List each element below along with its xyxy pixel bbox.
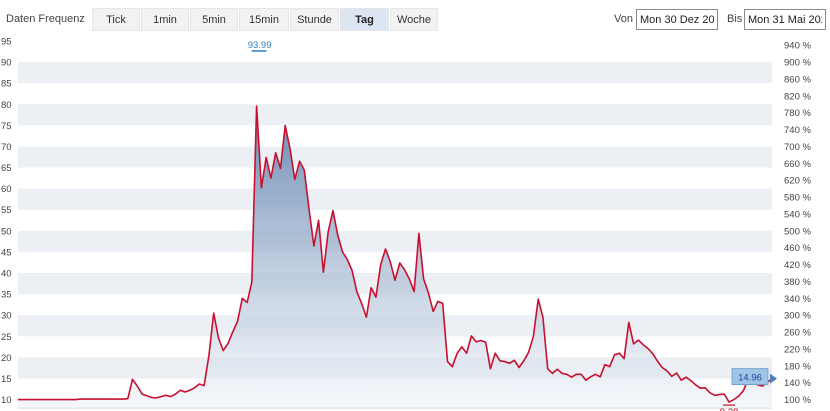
y2-tick-label: 140 %	[784, 378, 811, 389]
freq-button-stunde[interactable]: Stunde	[290, 8, 339, 31]
y2-tick-label: 580 %	[784, 193, 811, 204]
price-area	[18, 106, 772, 408]
grid-band	[18, 188, 772, 210]
y2-tick-label: 180 %	[784, 361, 811, 372]
last-value-label: 14.96	[738, 373, 762, 384]
freq-button-1min[interactable]: 1min	[141, 8, 189, 31]
freq-button-15min[interactable]: 15min	[239, 8, 289, 31]
y-tick-label: 55	[1, 205, 12, 216]
y-tick-label: 45	[1, 247, 12, 258]
toolbar: Daten Frequenz Tick 1min 5min 15min Stun…	[0, 0, 830, 38]
y2-tick-label: 860 %	[784, 74, 811, 85]
freq-button-woche[interactable]: Woche	[390, 8, 438, 31]
grid-band	[18, 146, 772, 168]
freq-button-tag[interactable]: Tag	[340, 8, 389, 31]
grid-band	[18, 230, 772, 252]
y-tick-label: 50	[1, 226, 12, 237]
last-value-pointer	[770, 373, 777, 384]
y-axis-left: 10 15 20 25 30 35 40 45 50 55 60 65 70 75 80 85 90 95	[1, 37, 12, 407]
y2-tick-label: 380 %	[784, 277, 811, 288]
y2-tick-label: 940 %	[784, 41, 811, 52]
y-tick-label: 10	[1, 395, 12, 406]
y-tick-label: 25	[1, 332, 12, 343]
freq-button-5min[interactable]: 5min	[190, 8, 238, 31]
y2-tick-label: 420 %	[784, 260, 811, 271]
grid-band	[18, 62, 772, 84]
grid-band	[18, 104, 772, 126]
y-tick-label: 60	[1, 184, 12, 195]
from-label: Von	[614, 13, 633, 25]
y-tick-label: 90	[1, 58, 12, 69]
y2-tick-label: 460 %	[784, 243, 811, 254]
y2-tick-label: 260 %	[784, 328, 811, 339]
y2-tick-label: 700 %	[784, 142, 811, 153]
to-date-input[interactable]	[744, 9, 826, 30]
y-tick-label: 85	[1, 79, 12, 90]
y-tick-label: 95	[1, 37, 12, 48]
max-value-label: 93.99	[248, 40, 272, 51]
y-tick-label: 80	[1, 100, 12, 111]
y2-tick-label: 740 %	[784, 125, 811, 136]
y-tick-label: 40	[1, 269, 12, 280]
y-tick-label: 65	[1, 163, 12, 174]
frequency-label: Daten Frequenz	[6, 13, 85, 25]
last-value-box	[731, 368, 769, 386]
y2-tick-label: 220 %	[784, 344, 811, 355]
y-tick-label: 70	[1, 142, 12, 153]
y2-tick-label: 540 %	[784, 209, 811, 220]
y2-tick-label: 500 %	[784, 226, 811, 237]
y2-tick-label: 900 %	[784, 58, 811, 69]
price-line	[18, 105, 773, 403]
y-tick-label: 20	[1, 353, 12, 364]
y-tick-label: 35	[1, 290, 12, 301]
from-date-input[interactable]	[636, 9, 718, 30]
y2-tick-label: 340 %	[784, 294, 811, 305]
y-tick-label: 30	[1, 311, 12, 322]
freq-button-tick[interactable]: Tick	[92, 8, 140, 31]
chart-markers: 93.99 9.38 14.96	[248, 40, 777, 411]
y2-tick-label: 820 %	[784, 91, 811, 102]
y2-tick-label: 780 %	[784, 108, 811, 119]
to-label: Bis	[727, 13, 743, 25]
y2-tick-label: 620 %	[784, 176, 811, 187]
min-value-label: 9.38	[720, 407, 739, 411]
y-axis-right: 60 %100 %140 %180 %220 %260 %300 %340 %3…	[784, 41, 811, 406]
y-tick-label: 75	[1, 121, 12, 132]
y-tick-label: 15	[1, 374, 12, 385]
y2-tick-label: 100 %	[784, 395, 811, 406]
y2-tick-label: 660 %	[784, 159, 811, 170]
y2-tick-label: 300 %	[784, 311, 811, 322]
